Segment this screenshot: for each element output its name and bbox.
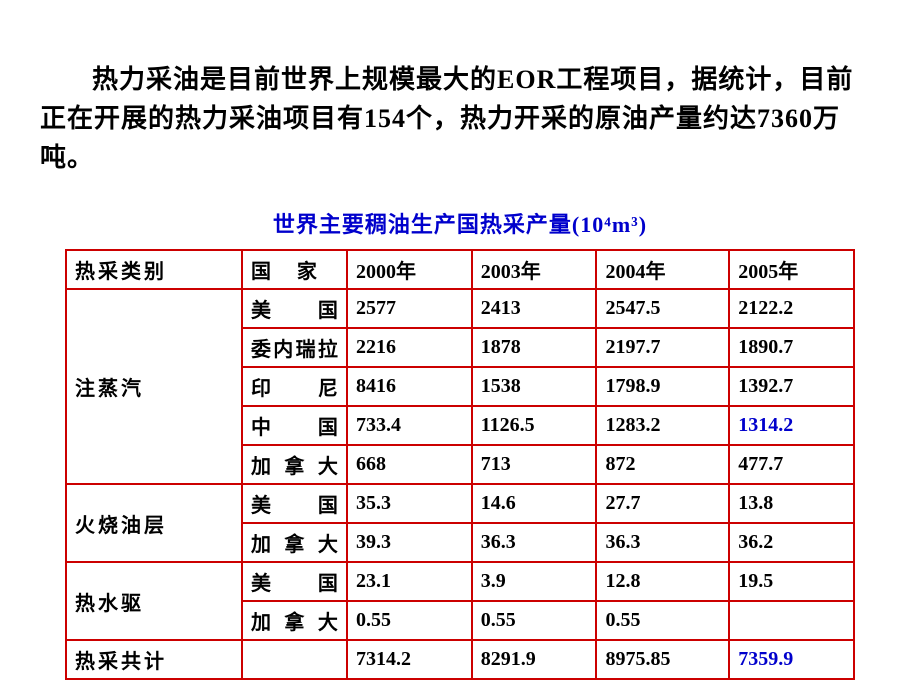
- data-cell: 2413: [472, 289, 597, 328]
- data-cell: 1283.2: [596, 406, 729, 445]
- country-venezuela: 委内瑞拉: [242, 328, 347, 367]
- country-usa: 美 国: [242, 562, 347, 601]
- data-cell: 36.3: [472, 523, 597, 562]
- category-steam: 注蒸汽: [66, 289, 242, 484]
- table-row: 热水驱 美 国 23.1 3.9 12.8 19.5: [66, 562, 854, 601]
- header-2004: 2004年: [596, 250, 729, 289]
- table-header-row: 热采类别 国 家 2000年 2003年 2004年 2005年: [66, 250, 854, 289]
- data-cell: 36.3: [596, 523, 729, 562]
- data-cell: 35.3: [347, 484, 472, 523]
- data-cell: 1126.5: [472, 406, 597, 445]
- data-cell: 8975.85: [596, 640, 729, 679]
- data-cell: 0.55: [472, 601, 597, 640]
- country-indonesia: 印 尼: [242, 367, 347, 406]
- country-empty: [242, 640, 347, 679]
- data-cell: 0.55: [596, 601, 729, 640]
- data-cell: 0.55: [347, 601, 472, 640]
- header-2005: 2005年: [729, 250, 854, 289]
- category-total: 热采共计: [66, 640, 242, 679]
- data-cell: 2122.2: [729, 289, 854, 328]
- data-cell: 23.1: [347, 562, 472, 601]
- table-row: 注蒸汽 美 国 2577 2413 2547.5 2122.2: [66, 289, 854, 328]
- intro-paragraph: 热力采油是目前世界上规模最大的EOR工程项目，据统计，目前正在开展的热力采油项目…: [40, 60, 880, 177]
- data-cell: 36.2: [729, 523, 854, 562]
- country-usa: 美 国: [242, 484, 347, 523]
- table-row: 火烧油层 美 国 35.3 14.6 27.7 13.8: [66, 484, 854, 523]
- data-cell-highlight: 1314.2: [729, 406, 854, 445]
- table-row-total: 热采共计 7314.2 8291.9 8975.85 7359.9: [66, 640, 854, 679]
- data-cell: 477.7: [729, 445, 854, 484]
- thermal-production-table: 热采类别 国 家 2000年 2003年 2004年 2005年 注蒸汽 美 国…: [65, 249, 855, 680]
- country-usa: 美 国: [242, 289, 347, 328]
- header-2000: 2000年: [347, 250, 472, 289]
- data-cell: 668: [347, 445, 472, 484]
- data-cell: 39.3: [347, 523, 472, 562]
- header-country: 国 家: [242, 250, 347, 289]
- data-cell: 13.8: [729, 484, 854, 523]
- data-cell: 2197.7: [596, 328, 729, 367]
- table-title: 世界主要稠油生产国热采产量(10⁴m³): [40, 207, 880, 239]
- data-cell: 713: [472, 445, 597, 484]
- data-cell: 1878: [472, 328, 597, 367]
- data-cell: 12.8: [596, 562, 729, 601]
- country-canada: 加拿大: [242, 445, 347, 484]
- data-cell: 2547.5: [596, 289, 729, 328]
- data-cell: 19.5: [729, 562, 854, 601]
- header-2003: 2003年: [472, 250, 597, 289]
- data-cell: 7314.2: [347, 640, 472, 679]
- data-cell: 1798.9: [596, 367, 729, 406]
- data-cell: 27.7: [596, 484, 729, 523]
- data-cell: 3.9: [472, 562, 597, 601]
- data-cell: 1538: [472, 367, 597, 406]
- data-cell: 1890.7: [729, 328, 854, 367]
- data-cell: 14.6: [472, 484, 597, 523]
- country-china: 中 国: [242, 406, 347, 445]
- country-canada: 加拿大: [242, 601, 347, 640]
- header-category: 热采类别: [66, 250, 242, 289]
- data-cell: 8291.9: [472, 640, 597, 679]
- data-cell: 8416: [347, 367, 472, 406]
- data-cell: 2577: [347, 289, 472, 328]
- data-cell-highlight: 7359.9: [729, 640, 854, 679]
- country-canada: 加拿大: [242, 523, 347, 562]
- data-cell: 872: [596, 445, 729, 484]
- data-cell: 733.4: [347, 406, 472, 445]
- data-cell: 2216: [347, 328, 472, 367]
- category-water: 热水驱: [66, 562, 242, 640]
- data-cell: 1392.7: [729, 367, 854, 406]
- category-fire: 火烧油层: [66, 484, 242, 562]
- data-cell: [729, 601, 854, 640]
